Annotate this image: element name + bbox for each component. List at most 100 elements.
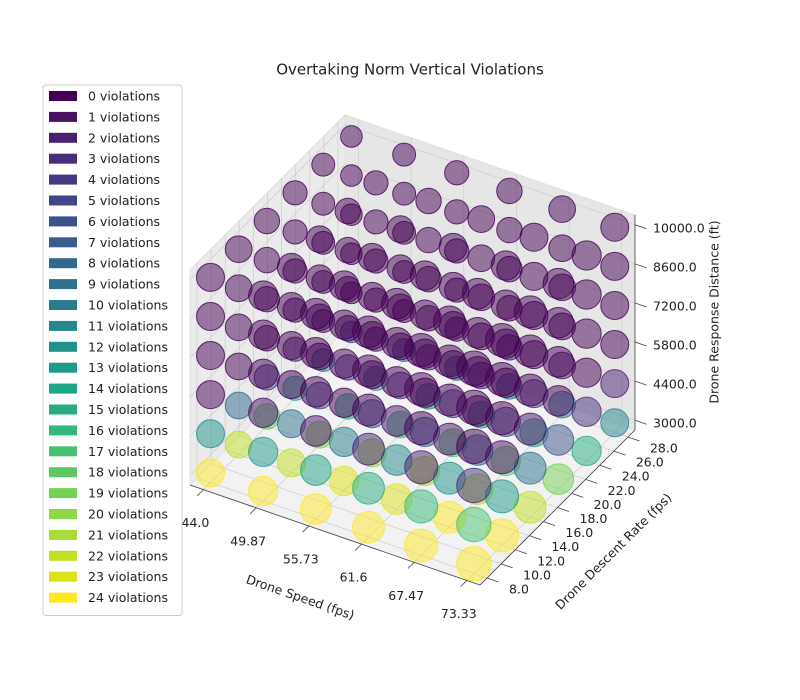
scatter-point (548, 234, 577, 263)
tick-mark (486, 577, 499, 583)
scatter-point (542, 463, 575, 495)
scatter-point (456, 467, 492, 504)
tick-mark (543, 521, 556, 526)
tick-label: 8600.0 (653, 259, 697, 274)
tick-label: 67.47 (388, 588, 424, 603)
scatter-point (248, 436, 279, 468)
scatter-point (196, 419, 226, 449)
scatter-point (392, 142, 417, 167)
legend-label: 13 violations (88, 360, 168, 375)
legend-label: 8 violations (88, 256, 160, 271)
tick-mark (515, 549, 527, 555)
scatter-point (334, 197, 361, 225)
scatter-point (352, 510, 385, 544)
tick-mark (634, 380, 647, 386)
tick-label: 49.87 (230, 533, 266, 548)
scatter-point (513, 295, 547, 329)
legend-swatch (49, 320, 77, 331)
tick-mark (634, 302, 647, 308)
scatter-point (352, 471, 385, 505)
scatter-point (513, 451, 547, 485)
scatter-point (571, 396, 602, 427)
scatter-point (196, 341, 226, 371)
tick-mark (355, 543, 362, 551)
scatter-point (600, 369, 630, 399)
scatter-point (542, 346, 575, 378)
legend-label: 7 violations (88, 235, 160, 250)
tick-mark (634, 224, 647, 230)
legend-swatch (49, 383, 77, 394)
legend-label: 0 violations (88, 89, 160, 104)
tick-mark (634, 419, 647, 425)
scatter-point (548, 195, 577, 223)
scatter-point (600, 251, 630, 281)
scatter-point (357, 242, 387, 272)
tick-mark (571, 493, 584, 498)
scatter-point (456, 506, 492, 543)
scatter-point (600, 408, 630, 438)
scatter-point (253, 246, 281, 274)
legend-label: 9 violations (88, 277, 160, 292)
scatter-point (444, 199, 470, 225)
legend-swatch (49, 195, 77, 206)
tick-label: 3000.0 (653, 416, 697, 431)
scatter-point (496, 216, 523, 244)
legend-swatch (49, 425, 77, 436)
scatter-point (386, 215, 415, 244)
scatter-point (305, 225, 334, 254)
tick-label: 73.33 (441, 606, 477, 621)
scatter-point (311, 152, 336, 177)
tick-mark (407, 562, 415, 569)
scatter-point (438, 232, 468, 262)
legend-label: 4 violations (88, 172, 160, 187)
scatter-point (571, 435, 602, 467)
scatter-point (496, 177, 523, 205)
tick-label: 16.0 (565, 525, 593, 540)
legend-box (42, 84, 183, 616)
legend-swatch (49, 571, 77, 582)
scatter-point (386, 254, 415, 283)
tick-label: 10000.0 (653, 220, 705, 235)
tick-label: 61.6 (340, 570, 368, 585)
legend-swatch (49, 446, 77, 457)
scatter-point (467, 244, 496, 273)
tick-label: 5800.0 (653, 338, 697, 353)
scatter-point (404, 528, 439, 563)
scatter-point (300, 337, 332, 369)
scatter-point (519, 222, 549, 252)
scatter-point (340, 164, 363, 187)
legend-label: 18 violations (88, 465, 168, 480)
legend-label: 17 violations (88, 444, 168, 459)
tick-mark (585, 478, 598, 484)
scatter-point (404, 489, 439, 524)
scatter-point (300, 493, 332, 525)
scatter-point (196, 301, 226, 331)
scatter-point (600, 290, 630, 320)
legend: 0 violations 1 violations 2 violations 3 vi… (42, 84, 183, 616)
scatter-point (571, 357, 602, 388)
scatter-point (363, 209, 389, 235)
scatter-point (196, 458, 226, 488)
tick-mark (627, 436, 640, 442)
scatter-point (600, 212, 630, 242)
scatter-point (456, 545, 492, 582)
scatter-point (513, 373, 547, 407)
scatter-point (542, 306, 575, 339)
legend-label: 19 violations (88, 486, 168, 501)
tick-mark (557, 507, 570, 512)
legend-swatch (49, 111, 77, 122)
scatter-point (248, 319, 279, 350)
scatter-point (484, 322, 520, 358)
tick-mark (529, 535, 542, 541)
chart-title: Overtaking Norm Vertical Violations (276, 61, 544, 79)
z-axis-label: Drone Response Distance (ft) (707, 220, 722, 403)
scatter-point (328, 270, 360, 301)
scatter-point (571, 279, 602, 310)
tick-label: 7200.0 (653, 298, 697, 313)
legend-label: 15 violations (88, 402, 168, 417)
legend-label: 24 violations (88, 590, 168, 605)
scatter-point (196, 380, 226, 410)
scatter-point (248, 475, 279, 507)
tick-label: 24.0 (622, 469, 650, 484)
tick-mark (249, 507, 257, 515)
